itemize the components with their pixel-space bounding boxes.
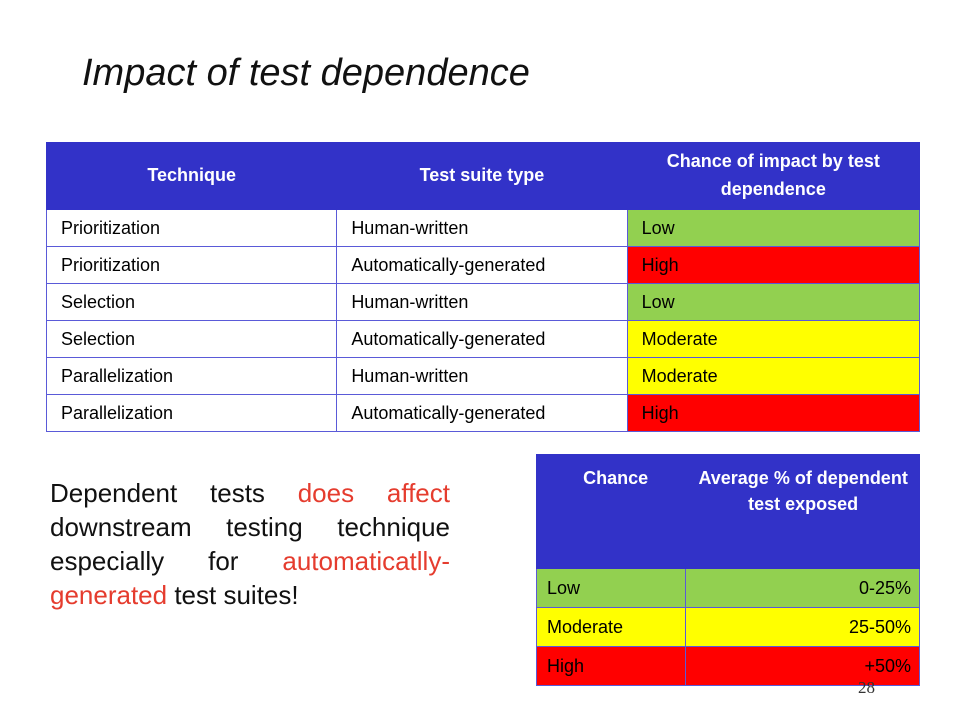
cell-chance-level: Low xyxy=(535,568,687,608)
impact-table: Technique Test suite type Chance of impa… xyxy=(45,142,921,432)
note-highlight: does affect xyxy=(297,478,450,508)
cell-suite: Human-written xyxy=(336,209,628,247)
cell-technique: Prioritization xyxy=(45,246,338,284)
cell-suite: Automatically-generated xyxy=(336,246,628,284)
table-row: Prioritization Human-written Low xyxy=(45,209,921,247)
cell-technique: Selection xyxy=(45,320,338,358)
cell-chance: Moderate xyxy=(626,357,921,395)
header-chance: Chance of impact by test dependence xyxy=(626,142,921,210)
table-row: Prioritization Automatically-generated H… xyxy=(45,246,921,284)
header-suite-type: Test suite type xyxy=(336,142,628,210)
cell-chance: Low xyxy=(626,209,921,247)
cell-percent: 0-25% xyxy=(685,568,920,608)
page-number: 28 xyxy=(858,678,875,697)
table-row: Selection Human-written Low xyxy=(45,283,921,321)
conclusion-text: Dependent tests does affect downstream t… xyxy=(50,476,450,612)
header-average-percent: Average % of dependent test exposed xyxy=(685,454,920,569)
cell-chance-level: Moderate xyxy=(535,607,687,647)
slide-title: Impact of test dependence xyxy=(82,52,530,94)
cell-technique: Parallelization xyxy=(45,394,338,432)
cell-suite: Human-written xyxy=(336,283,628,321)
table-row: Parallelization Automatically-generated … xyxy=(45,394,921,432)
cell-technique: Parallelization xyxy=(45,357,338,395)
cell-chance: Moderate xyxy=(626,320,921,358)
table-row: High +50% xyxy=(535,646,920,686)
table-row: Low 0-25% xyxy=(535,568,920,608)
note-text: test suites! xyxy=(167,580,299,610)
cell-chance: Low xyxy=(626,283,921,321)
cell-chance-level: High xyxy=(535,646,687,686)
cell-chance: High xyxy=(626,394,921,432)
cell-percent: 25-50% xyxy=(685,607,920,647)
note-text: downstream testing technique especially … xyxy=(50,512,450,576)
cell-technique: Selection xyxy=(45,283,338,321)
note-highlight: automaticatlly-generated xyxy=(50,546,450,610)
chance-legend-table: Chance Average % of dependent test expos… xyxy=(535,454,920,686)
table-row: Moderate 25-50% xyxy=(535,607,920,647)
header-technique: Technique xyxy=(45,142,338,210)
cell-suite: Automatically-generated xyxy=(336,394,628,432)
cell-technique: Prioritization xyxy=(45,209,338,247)
note-text: Dependent tests xyxy=(50,478,298,508)
table-row: Selection Automatically-generated Modera… xyxy=(45,320,921,358)
table-header-row: Technique Test suite type Chance of impa… xyxy=(45,142,921,210)
header-chance: Chance xyxy=(535,454,687,569)
table-row: Parallelization Human-written Moderate xyxy=(45,357,921,395)
cell-percent: +50% xyxy=(685,646,920,686)
table-header-row: Chance Average % of dependent test expos… xyxy=(535,454,920,569)
cell-suite: Human-written xyxy=(336,357,628,395)
cell-suite: Automatically-generated xyxy=(336,320,628,358)
cell-chance: High xyxy=(626,246,921,284)
